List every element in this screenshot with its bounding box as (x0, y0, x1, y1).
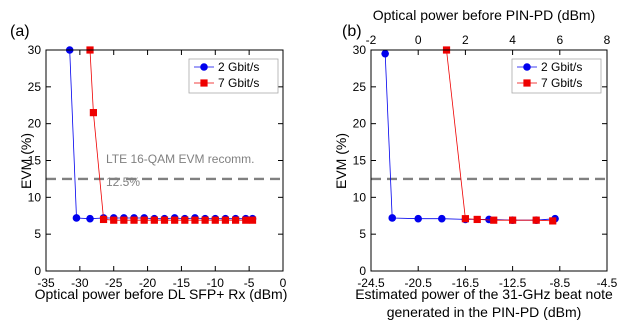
panel-b-legend: 2 Gbit/s 7 Gbit/s (511, 58, 602, 94)
data-point-2-gbit-s (86, 214, 94, 223)
data-point-7-gbit-s (490, 216, 498, 224)
ytick-label: 0 (34, 264, 41, 278)
top-xtick-label: 0 (415, 33, 422, 47)
data-point-7-gbit-s (221, 216, 230, 224)
ytick-label: 15 (28, 154, 42, 168)
panel-b-xlabel-line2: generated in the PIN-PD (dBm) (387, 304, 582, 320)
legend-marker-2gbit (200, 63, 208, 71)
data-point-7-gbit-s (181, 216, 189, 224)
data-point-2-gbit-s (438, 214, 446, 223)
panel-a-ylabel: EVM (%) (18, 133, 34, 189)
xtick-label: -15 (173, 276, 191, 290)
xtick-label: -30 (71, 276, 89, 290)
data-point-7-gbit-s (140, 216, 148, 224)
ytick-label: 30 (28, 43, 42, 57)
top-xtick-label: -2 (366, 33, 377, 47)
top-xtick-label: 6 (556, 33, 563, 47)
ytick-label: 25 (28, 80, 42, 94)
panel-b-ytick-labels: 0 5 10 15 20 25 30 (353, 43, 367, 278)
xtick-label: 0 (280, 276, 287, 290)
panel-a-ytick-labels: 0 5 10 15 20 25 30 (28, 43, 42, 278)
data-point-7-gbit-s (211, 216, 219, 224)
data-point-7-gbit-s (461, 215, 469, 223)
data-point-7-gbit-s (130, 216, 138, 224)
panel-a-threshold-label-line1: LTE 16-QAM EVM recomm. (106, 152, 254, 166)
panel-b-plot-frame (370, 49, 608, 272)
panel-a-threshold-label-line2: 12.5% (106, 175, 140, 189)
panel-b-ylabel: EVM (%) (333, 133, 349, 189)
ytick-label: 5 (359, 227, 366, 241)
xtick-label: -25 (105, 276, 123, 290)
data-point-7-gbit-s (150, 216, 158, 224)
data-point-2-gbit-s (381, 49, 389, 58)
xtick-label: -10 (207, 276, 225, 290)
data-point-7-gbit-s (110, 216, 118, 224)
panel-a-xtick-labels: -35 -30 -25 -20 -15 -10 -5 0 (37, 276, 286, 290)
legend-label-2gbit: 2 Gbit/s (218, 60, 259, 74)
legend-marker-7gbit (200, 79, 208, 87)
panel-a-legend: 2 Gbit/s 7 Gbit/s (188, 58, 279, 94)
data-point-7-gbit-s (171, 216, 179, 224)
data-point-7-gbit-s (248, 216, 257, 224)
data-point-7-gbit-s (232, 216, 240, 224)
xtick-label: -16.5 (452, 276, 480, 290)
legend-label-7gbit: 7 Gbit/s (541, 76, 582, 90)
xtick-label: -20.5 (405, 276, 433, 290)
legend-marker-2gbit (523, 63, 531, 71)
data-point-2-gbit-s (72, 214, 81, 222)
panel-a-plot-frame (45, 49, 284, 272)
xtick-label: -5 (244, 276, 255, 290)
xtick-label: -35 (37, 276, 55, 290)
panel-b: (b) Optical power before PIN-PD (dBm) EV… (333, 7, 618, 320)
data-point-7-gbit-s (160, 216, 169, 224)
ytick-label: 15 (353, 154, 367, 168)
top-xtick-label: 8 (604, 33, 611, 47)
xtick-label: -12.5 (499, 276, 527, 290)
panel-a-xlabel: Optical power before DL SFP+ Rx (dBm) (35, 286, 288, 302)
panel-b-label: (b) (342, 23, 362, 40)
panel-a: (a) EVM (%) Optical power before DL SFP+… (10, 23, 287, 302)
data-point-7-gbit-s (120, 216, 128, 224)
data-point-7-gbit-s (191, 216, 199, 224)
ytick-label: 5 (34, 227, 41, 241)
xtick-label: -24.5 (357, 276, 385, 290)
panel-a-series (65, 46, 257, 224)
panel-a-label: (a) (10, 23, 30, 40)
data-point-7-gbit-s (242, 216, 250, 224)
ytick-label: 20 (28, 117, 42, 131)
legend-marker-7gbit (523, 79, 531, 87)
data-point-7-gbit-s (201, 216, 209, 224)
data-point-7-gbit-s (549, 217, 557, 225)
data-point-7-gbit-s (509, 216, 517, 224)
data-point-7-gbit-s (89, 109, 97, 117)
ytick-label: 25 (353, 80, 367, 94)
panel-b-xtick-labels: -24.5 -20.5 -16.5 -12.5 -8.5 -4.5 (357, 276, 617, 290)
data-point-7-gbit-s (473, 215, 481, 224)
panel-b-top-xtick-labels: -2 0 2 4 6 8 (366, 33, 611, 47)
xtick-label: -8.5 (549, 276, 570, 290)
data-point-7-gbit-s (99, 215, 108, 224)
ytick-label: 10 (28, 190, 42, 204)
data-point-2-gbit-s (388, 214, 397, 222)
xtick-label: -20 (139, 276, 157, 290)
top-xtick-label: 2 (462, 33, 469, 47)
panel-b-xlabel-line1: Estimated power of the 31-GHz beat note (355, 286, 613, 302)
data-point-7-gbit-s (532, 216, 540, 224)
ytick-label: 30 (353, 43, 367, 57)
panel-b-top-xlabel: Optical power before PIN-PD (dBm) (373, 7, 596, 23)
legend-label-2gbit: 2 Gbit/s (541, 60, 582, 74)
ytick-label: 10 (353, 190, 367, 204)
ytick-label: 20 (353, 117, 367, 131)
data-point-2-gbit-s (414, 214, 423, 223)
ytick-label: 0 (359, 264, 366, 278)
top-xtick-label: 4 (509, 33, 516, 47)
xtick-label: -4.5 (597, 276, 618, 290)
legend-label-7gbit: 7 Gbit/s (218, 76, 259, 90)
